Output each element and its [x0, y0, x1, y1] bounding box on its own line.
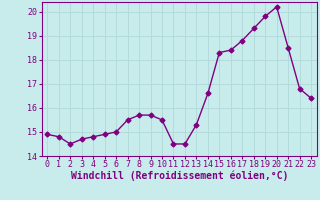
- X-axis label: Windchill (Refroidissement éolien,°C): Windchill (Refroidissement éolien,°C): [70, 171, 288, 181]
